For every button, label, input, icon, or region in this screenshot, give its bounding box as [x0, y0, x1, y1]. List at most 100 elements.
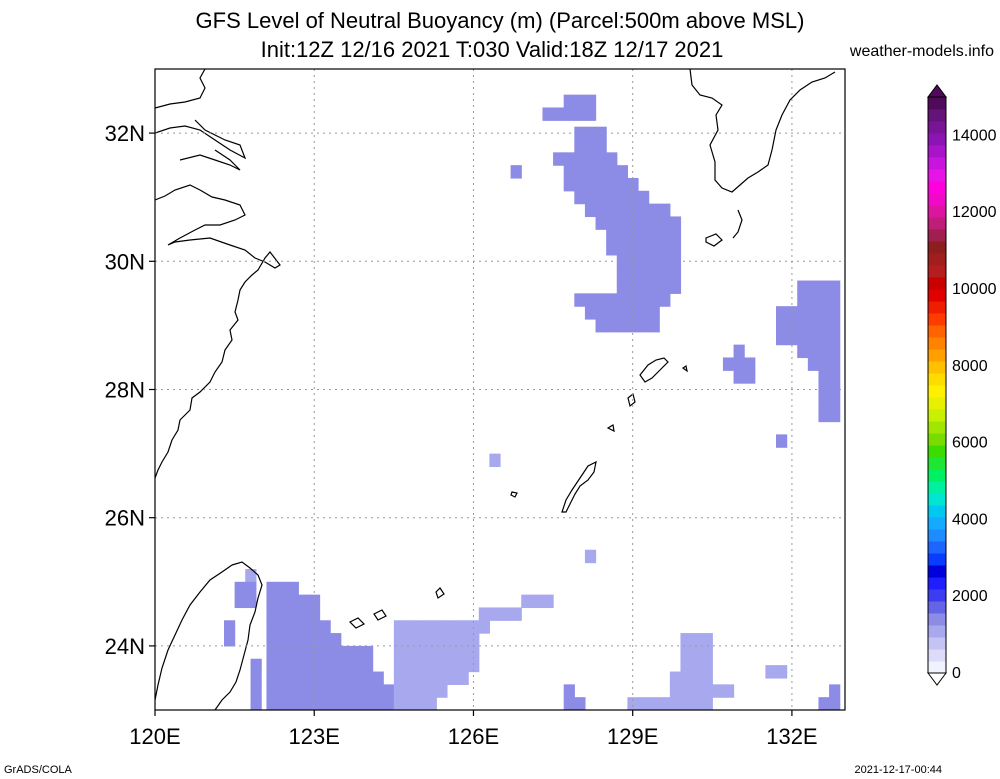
- chart-title: GFS Level of Neutral Buoyancy (m) (Parce…: [195, 8, 805, 33]
- data-cell: [659, 267, 671, 282]
- data-cell: [669, 280, 682, 294]
- data-cell: [691, 633, 703, 647]
- data-cell: [659, 293, 671, 307]
- data-cell: [829, 684, 841, 698]
- coast-kyushu: [689, 69, 836, 193]
- data-cell: [648, 242, 660, 256]
- data-cell: [638, 267, 650, 282]
- data-cell: [287, 671, 299, 685]
- data-cell: [404, 684, 416, 698]
- data-cell: [425, 633, 437, 647]
- colorbar-segment: [928, 169, 946, 182]
- data-cell: [680, 645, 692, 660]
- data-cell: [510, 165, 522, 179]
- colorbar-segment: [928, 145, 946, 158]
- data-cells: [224, 94, 841, 710]
- coast-sakishima-1: [348, 617, 366, 629]
- data-cell: [308, 697, 321, 710]
- data-cell: [436, 633, 448, 647]
- data-cell: [308, 620, 321, 634]
- colorbar-segment: [928, 385, 946, 398]
- data-cell: [797, 306, 809, 320]
- data-cell: [287, 620, 299, 634]
- data-cell: [648, 216, 660, 230]
- data-cell: [722, 357, 735, 371]
- data-cell: [266, 581, 278, 596]
- data-cell: [319, 671, 331, 685]
- data-cell: [404, 671, 416, 685]
- data-cell: [595, 177, 607, 192]
- data-cell: [224, 620, 236, 634]
- data-cell: [595, 152, 607, 166]
- data-cell: [404, 645, 416, 660]
- data-cell: [627, 203, 639, 218]
- colorbar-segment: [928, 301, 946, 314]
- colorbar-segment: [928, 613, 946, 626]
- data-cell: [595, 293, 607, 307]
- data-cell: [298, 620, 310, 634]
- data-cell: [425, 620, 437, 634]
- data-cell: [563, 165, 575, 179]
- data-cell: [574, 190, 586, 205]
- x-tick-label: 126E: [448, 724, 499, 749]
- colorbar-segment: [928, 121, 946, 134]
- data-cell: [584, 177, 597, 192]
- colorbar-segment: [928, 97, 946, 110]
- data-cell: [733, 357, 745, 371]
- data-cell: [669, 242, 682, 256]
- data-cell: [606, 293, 618, 307]
- data-cell: [648, 267, 660, 282]
- data-cell: [818, 344, 830, 359]
- data-cell: [616, 229, 628, 243]
- data-cell: [404, 658, 416, 673]
- data-cell: [595, 165, 607, 179]
- colorbar-segment: [928, 637, 946, 650]
- data-cell: [245, 594, 257, 609]
- data-cell: [277, 697, 289, 710]
- colorbar-segment: [928, 349, 946, 362]
- data-cell: [829, 408, 841, 423]
- data-cell: [638, 216, 650, 230]
- data-cell: [829, 331, 841, 346]
- colorbar-segment: [928, 553, 946, 566]
- data-cell: [606, 203, 618, 218]
- data-cell: [638, 697, 650, 710]
- colorbar-segment: [928, 541, 946, 554]
- colorbar: 0 2000 4000 6000 8000 10000 12000 14000: [927, 84, 997, 686]
- data-cell: [669, 684, 682, 698]
- data-cell: [393, 684, 406, 698]
- colorbar-segment: [928, 205, 946, 218]
- data-cell: [330, 645, 342, 660]
- colorbar-segment: [928, 109, 946, 122]
- data-cell: [616, 280, 628, 294]
- data-cell: [298, 594, 310, 609]
- data-cell: [446, 645, 459, 660]
- colorbar-tick-label: 8000: [952, 358, 988, 375]
- data-cell: [584, 165, 597, 179]
- data-cell: [362, 684, 374, 698]
- data-cell: [245, 581, 257, 596]
- coast-amami: [639, 357, 669, 383]
- data-cell: [680, 658, 692, 673]
- data-cell: [606, 216, 618, 230]
- data-cell: [638, 254, 650, 269]
- data-cell: [457, 645, 469, 660]
- data-cell: [818, 408, 830, 423]
- data-cell: [595, 203, 607, 218]
- data-cell: [351, 671, 363, 685]
- data-cell: [553, 107, 565, 121]
- data-cell: [776, 434, 788, 448]
- data-cell: [584, 107, 597, 121]
- data-cell: [818, 370, 830, 384]
- data-cell: [616, 177, 628, 192]
- data-cell: [277, 671, 289, 685]
- data-cell: [606, 190, 618, 205]
- data-cell: [807, 280, 820, 294]
- data-cell: [277, 594, 289, 609]
- data-cell: [234, 594, 246, 609]
- data-cell: [425, 658, 437, 673]
- data-cell: [563, 684, 575, 698]
- data-cell: [627, 697, 639, 710]
- data-cell: [372, 697, 384, 710]
- data-cell: [574, 152, 586, 166]
